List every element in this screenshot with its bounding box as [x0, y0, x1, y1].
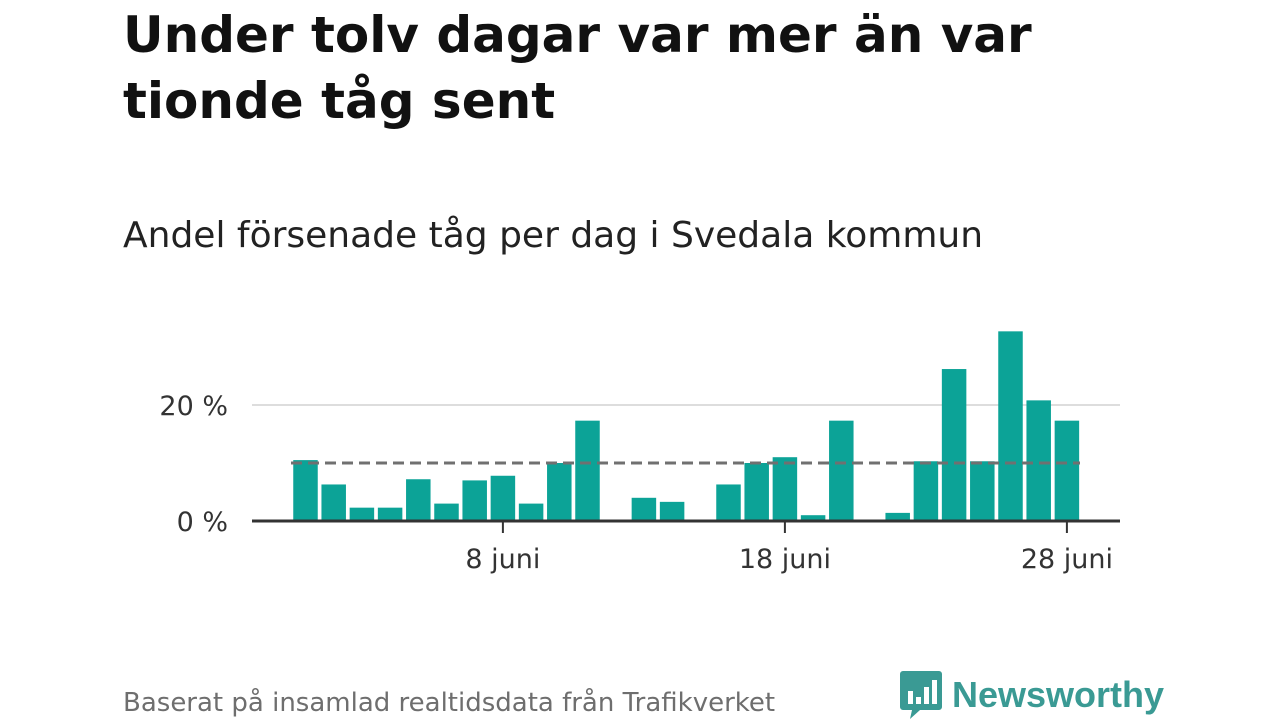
y-tick-label: 0 %	[177, 507, 228, 538]
x-tick-label: 8 juni	[465, 544, 540, 575]
bar	[970, 461, 995, 521]
y-tick-label: 20 %	[159, 391, 228, 422]
y-tick-labels: 0 % 20 %	[159, 391, 228, 538]
bar	[434, 503, 459, 521]
bar-chart-speech-bubble-icon	[900, 671, 942, 719]
x-tick-label: 28 juni	[1021, 544, 1113, 575]
bar	[744, 463, 769, 521]
source-note: Baserat på insamlad realtidsdata från Tr…	[123, 688, 776, 718]
bar	[885, 512, 910, 521]
bar	[377, 507, 403, 521]
bar	[800, 515, 826, 521]
bar	[293, 460, 318, 521]
newsworthy-logo: Newsworthy	[900, 670, 1164, 720]
bar	[518, 503, 544, 521]
bar	[772, 457, 798, 521]
bar	[829, 420, 854, 521]
bar	[462, 480, 487, 521]
chart-title: Under tolv dagar var mer än var tionde t…	[123, 6, 1032, 130]
x-axis	[252, 519, 1120, 533]
bar	[321, 484, 346, 521]
brand-name: Newsworthy	[952, 674, 1165, 715]
bar	[490, 475, 516, 521]
bar	[716, 484, 741, 521]
bar	[1054, 420, 1080, 521]
bar	[631, 497, 657, 521]
chart-subtitle: Andel försenade tåg per dag i Svedala ko…	[123, 215, 984, 256]
bar	[406, 479, 431, 521]
bars	[293, 331, 1080, 521]
x-tick-label: 18 juni	[739, 544, 831, 575]
bar	[998, 331, 1023, 521]
bar	[941, 369, 967, 521]
bar	[547, 463, 572, 521]
bar-chart: 0 % 20 % 8 juni 18 juni 28 juni	[159, 331, 1120, 575]
x-tick-labels: 8 juni 18 juni 28 juni	[465, 544, 1113, 575]
bar	[659, 501, 685, 521]
bar	[1026, 400, 1051, 521]
bar	[575, 420, 600, 521]
bar	[349, 507, 375, 521]
bar	[913, 461, 939, 521]
